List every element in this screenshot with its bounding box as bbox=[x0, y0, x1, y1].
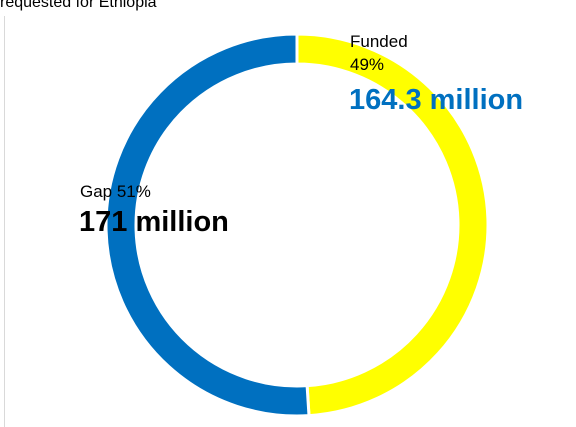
funded-percent: 49% bbox=[350, 55, 385, 74]
funded-amount: 164.3 million bbox=[349, 84, 524, 116]
header-text: requested for Ethiopia bbox=[0, 0, 157, 11]
donut-slice-gap bbox=[104, 32, 311, 418]
donut-slice-funded bbox=[295, 32, 490, 418]
gap-amount: 171 million bbox=[79, 206, 229, 238]
funded-label: Funded bbox=[350, 32, 408, 51]
chart-frame-border bbox=[4, 16, 5, 427]
gap-label: Gap 51% bbox=[80, 182, 151, 201]
